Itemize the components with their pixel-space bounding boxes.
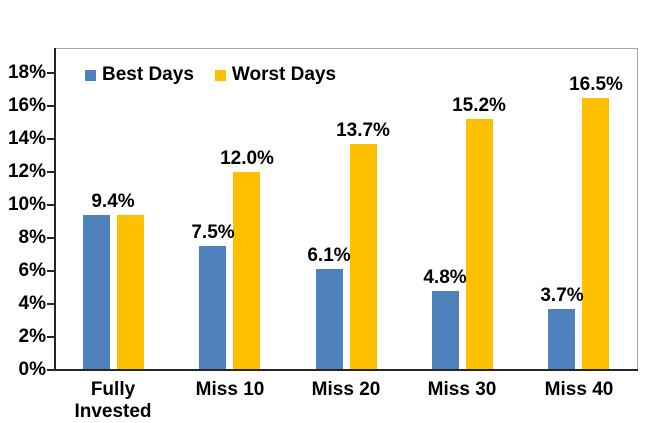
bar-best-days <box>316 269 343 370</box>
category-label: Miss 20 <box>311 379 381 400</box>
bar-best-days <box>83 215 110 370</box>
category-label: Miss 10 <box>195 379 265 400</box>
bar-best-days <box>199 246 226 370</box>
y-tick <box>47 203 55 206</box>
y-tick <box>47 335 55 338</box>
y-tick-label: 12% <box>7 160 46 182</box>
data-label: 3.7% <box>540 285 584 306</box>
category-label: Fully Invested <box>74 379 152 422</box>
legend-label: Worst Days <box>231 64 337 85</box>
y-tick-label: 10% <box>7 193 46 215</box>
data-label: 7.5% <box>191 222 235 243</box>
bar-best-days <box>432 291 459 370</box>
y-tick-label: 6% <box>18 259 46 281</box>
legend-marker-icon <box>214 69 226 81</box>
bar-best-days <box>548 309 575 370</box>
bar-worst-days <box>466 119 493 370</box>
y-tick-label: 18% <box>7 61 46 83</box>
bar-worst-days <box>582 98 609 370</box>
y-tick <box>47 302 55 305</box>
data-label: 4.8% <box>423 267 467 288</box>
y-tick-label: 2% <box>18 325 46 347</box>
bar-worst-days <box>233 172 260 370</box>
y-tick <box>47 104 55 107</box>
x-axis-line <box>47 369 638 371</box>
data-label: 6.1% <box>307 245 351 266</box>
y-tick <box>47 269 55 272</box>
data-label: 16.5% <box>569 74 623 95</box>
y-tick <box>47 137 55 140</box>
category-label: Miss 40 <box>544 379 614 400</box>
legend-item-best-days: Best Days <box>85 64 194 86</box>
legend-item-worst-days: Worst Days <box>214 64 337 86</box>
y-axis-line <box>54 48 56 371</box>
y-tick-label: 16% <box>7 94 46 116</box>
data-label: 9.4% <box>91 191 135 212</box>
y-tick <box>47 236 55 239</box>
y-tick <box>47 71 55 74</box>
legend-marker-icon <box>85 69 96 81</box>
data-label: 12.0% <box>220 148 274 169</box>
y-tick <box>47 170 55 173</box>
data-label: 13.7% <box>336 120 390 141</box>
plot-border-right <box>637 48 638 370</box>
y-tick-label: 0% <box>18 359 46 380</box>
category-label: Miss 30 <box>427 379 497 400</box>
bar-worst-days <box>117 215 144 370</box>
plot-area: Best Days Worst Days 9.4% 7.5% 12.0% 6.1% 13.… <box>55 48 637 370</box>
data-label: 15.2% <box>452 95 506 116</box>
y-tick-label: 8% <box>18 226 46 248</box>
y-tick-label: 14% <box>7 127 46 149</box>
legend: Best Days Worst Days <box>85 64 336 86</box>
y-tick-label: 4% <box>18 292 46 314</box>
plot-border-top <box>55 48 638 49</box>
bar-worst-days <box>350 144 377 370</box>
legend-label: Best Days <box>102 64 194 85</box>
